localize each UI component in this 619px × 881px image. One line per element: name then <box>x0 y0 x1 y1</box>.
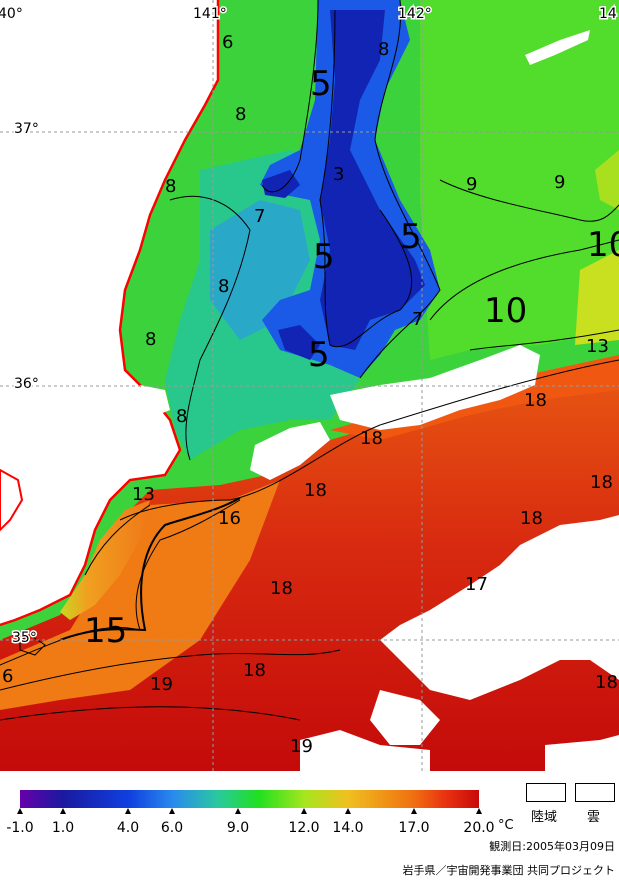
lat-label-37: 37° <box>14 121 39 137</box>
cloud-swatch-label: 雲 <box>587 810 601 825</box>
cold-water-eddy <box>262 170 300 198</box>
lon-label-140: 40° <box>0 6 23 22</box>
isotherm-label: 13 <box>586 336 609 357</box>
isotherm-label: 9 <box>466 174 477 195</box>
lat-label-36: 36° <box>14 376 39 392</box>
cold-water-eddy-south <box>278 325 320 360</box>
isotherm-label: 3 <box>333 164 344 185</box>
lon-label-142: 142° <box>398 6 432 22</box>
isotherm-label: 7 <box>412 309 423 330</box>
credit-line: 岩手県／宇宙開発事業団 共同プロジェクト <box>402 864 616 877</box>
isotherm-label-layer: 6 8 5 8 8 3 9 9 7 5 5 10 8 10 8 7 5 13 8… <box>2 32 619 757</box>
isotherm-label: 18 <box>270 578 293 599</box>
isotherm-label: 18 <box>595 672 618 693</box>
isotherm-label: 16 <box>218 508 241 529</box>
cloud-patch-coast <box>140 385 170 418</box>
isotherm-lines <box>0 0 619 721</box>
isotherm-label: 5 <box>313 237 335 277</box>
cloud-band-west <box>250 422 330 480</box>
isotherm-label: 15 <box>84 611 127 651</box>
ocean-light-green-band <box>420 0 619 360</box>
isotherm-label: 13 <box>132 484 155 505</box>
isotherm-label: 5 <box>308 335 330 375</box>
sst-map: 40° 141° 142° 14 37° 36° 35° 6 8 5 8 8 3… <box>0 0 619 771</box>
isotherm-label: 8 <box>145 329 156 350</box>
scale-tick-label: 14.0 <box>332 820 364 836</box>
scale-tick-label: 6.0 <box>160 820 184 836</box>
honshu-land <box>0 0 218 625</box>
isotherm-label: 17 <box>465 574 488 595</box>
graticule <box>0 0 619 771</box>
isotherm-label: 8 <box>378 39 389 60</box>
isotherm-label: 9 <box>554 172 565 193</box>
isotherm-label: 18 <box>304 480 327 501</box>
isotherm-label: 19 <box>290 736 313 757</box>
scale-tick-label: 9.0 <box>226 820 250 836</box>
color-scale-bar <box>17 790 482 814</box>
cloud-region-bottom <box>300 730 430 771</box>
observation-date: 観測日:2005年03月09日 <box>489 840 615 853</box>
ocean-yellow-patch-top <box>595 150 619 210</box>
isotherm-label: 10 <box>484 291 527 331</box>
isotherm-label: 7 <box>254 206 265 227</box>
warm-water-orange-front <box>0 480 280 710</box>
scale-tick-label: 17.0 <box>398 820 430 836</box>
scale-tick-label: 12.0 <box>288 820 320 836</box>
isotherm-label: 6 <box>222 32 233 53</box>
scale-tick-label: -1.0 <box>6 820 34 836</box>
lat-label-35: 35° <box>12 630 37 646</box>
peninsula-land <box>0 468 24 532</box>
isotherm-label: 18 <box>590 472 613 493</box>
lon-label-143: 14 <box>599 6 617 22</box>
ocean-yellow-patch <box>575 250 619 345</box>
isotherm-label: 6 <box>2 666 13 687</box>
isotherm-label: 18 <box>243 660 266 681</box>
isotherm-label: 8 <box>218 276 229 297</box>
coastal-warm-band <box>60 500 150 620</box>
cold-water-tongue-core <box>320 10 425 350</box>
isotherm-label: 5 <box>310 64 332 104</box>
isotherm-label: 18 <box>360 428 383 449</box>
isotherm-label: 8 <box>235 104 246 125</box>
land-swatch-label: 陸域 <box>531 810 558 825</box>
cloud-streak-top <box>525 30 590 65</box>
isotherm-15-bold <box>59 497 241 641</box>
isotherm-label: 8 <box>176 406 187 427</box>
scale-tick-label: 1.0 <box>51 820 75 836</box>
scale-tick-label: 20.0 <box>463 820 495 836</box>
temperature-unit: °C <box>498 818 514 833</box>
lon-label-141: 141° <box>193 6 227 22</box>
isotherm-label: 8 <box>165 176 176 197</box>
land-swatch <box>526 783 566 802</box>
isotherm-label: 10 <box>587 225 619 265</box>
cloud-region-southeast-low <box>545 735 619 771</box>
isotherm-label: 18 <box>524 390 547 411</box>
cloud-region-southeast <box>380 515 619 700</box>
isotherm-label: 5 <box>400 217 422 257</box>
scale-tick-label: 4.0 <box>116 820 140 836</box>
legend-panel: -1.0 1.0 4.0 6.0 9.0 12.0 14.0 17.0 20.0… <box>0 771 619 881</box>
cloud-swatch <box>575 783 615 802</box>
isotherm-label: 19 <box>150 674 173 695</box>
cloud-band-north <box>330 345 540 430</box>
isotherm-label: 18 <box>520 508 543 529</box>
